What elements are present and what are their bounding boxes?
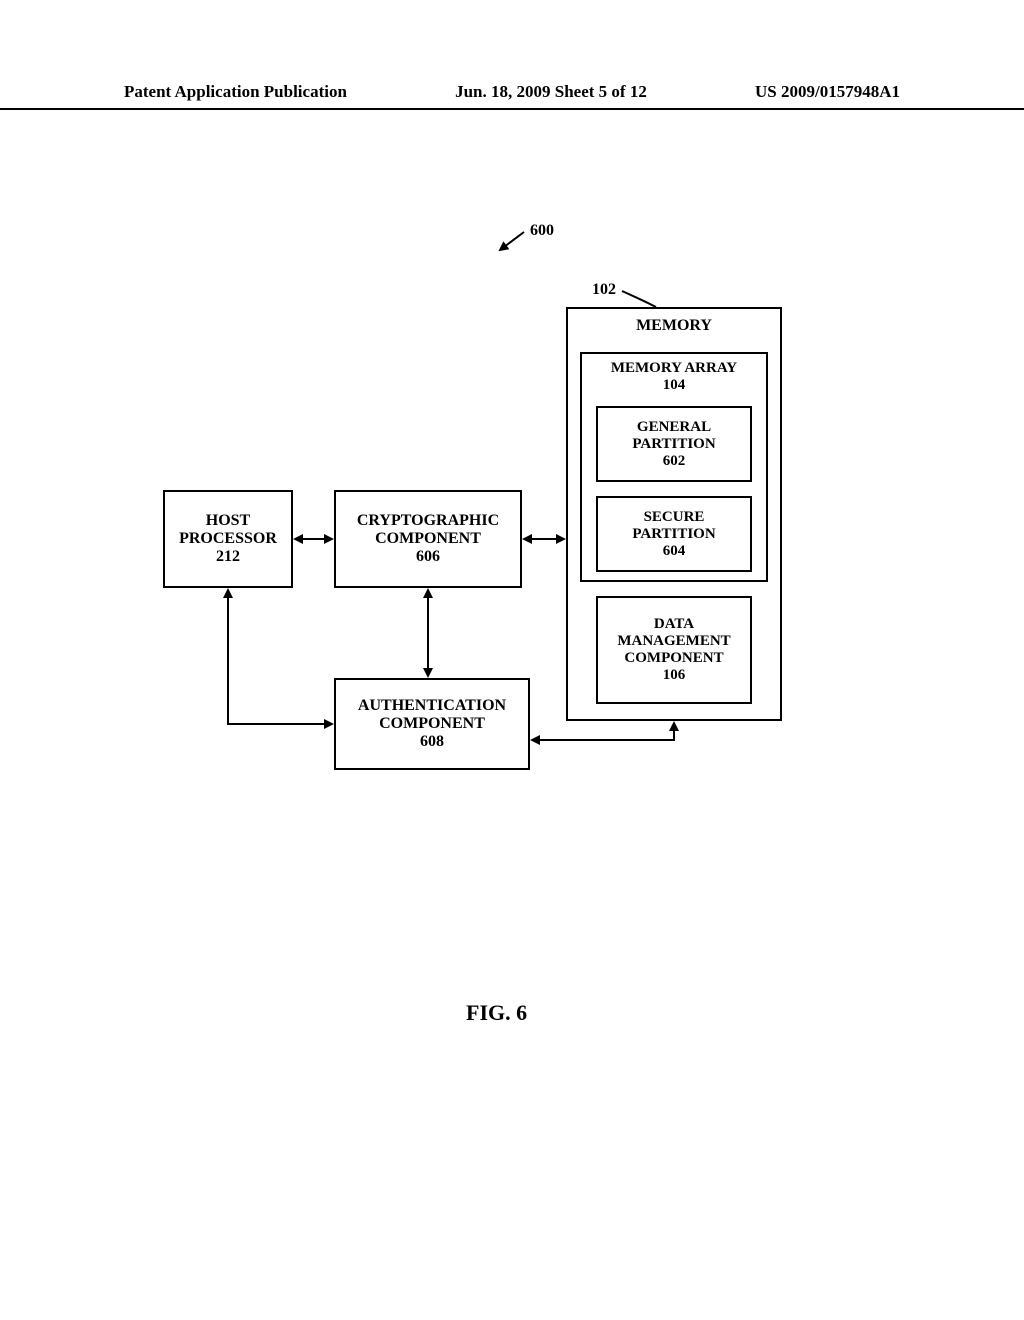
page: Patent Application Publication Jun. 18, …: [0, 0, 1024, 1320]
host-processor-box: HOST PROCESSOR 212: [163, 490, 293, 588]
host-line1: HOST: [206, 512, 250, 530]
secure-partition-box: SECURE PARTITION 604: [596, 496, 752, 572]
host-line2: PROCESSOR: [179, 530, 277, 548]
memory-title: MEMORY: [636, 317, 712, 335]
memarray-num: 104: [663, 377, 686, 394]
secure-line1: SECURE: [644, 509, 705, 526]
secure-num: 604: [663, 543, 686, 560]
general-num: 602: [663, 453, 686, 470]
figure-label: FIG. 6: [466, 1000, 527, 1026]
ref-102-label: 102: [592, 281, 616, 299]
auth-line2: COMPONENT: [379, 715, 485, 733]
datamgmt-line2: MANAGEMENT: [617, 633, 730, 650]
diagram-area: 600 102 MEMORY MEMORY ARRAY 104 GENERAL …: [0, 0, 1024, 1320]
ref-600-label: 600: [530, 222, 554, 240]
auth-num: 608: [420, 733, 444, 751]
auth-line1: AUTHENTICATION: [358, 697, 506, 715]
connectors-svg: [0, 0, 1024, 1320]
datamgmt-line1: DATA: [654, 616, 694, 633]
host-num: 212: [216, 548, 240, 566]
datamgmt-line3: COMPONENT: [624, 650, 723, 667]
general-line1: GENERAL: [637, 419, 711, 436]
crypto-line1: CRYPTOGRAPHIC: [357, 512, 499, 530]
crypto-line2: COMPONENT: [375, 530, 481, 548]
general-partition-box: GENERAL PARTITION 602: [596, 406, 752, 482]
memarray-line1: MEMORY ARRAY: [611, 360, 737, 377]
datamgmt-num: 106: [663, 667, 686, 684]
data-mgmt-box: DATA MANAGEMENT COMPONENT 106: [596, 596, 752, 704]
crypto-box: CRYPTOGRAPHIC COMPONENT 606: [334, 490, 522, 588]
auth-box: AUTHENTICATION COMPONENT 608: [334, 678, 530, 770]
secure-line2: PARTITION: [632, 526, 715, 543]
crypto-num: 606: [416, 548, 440, 566]
general-line2: PARTITION: [632, 436, 715, 453]
